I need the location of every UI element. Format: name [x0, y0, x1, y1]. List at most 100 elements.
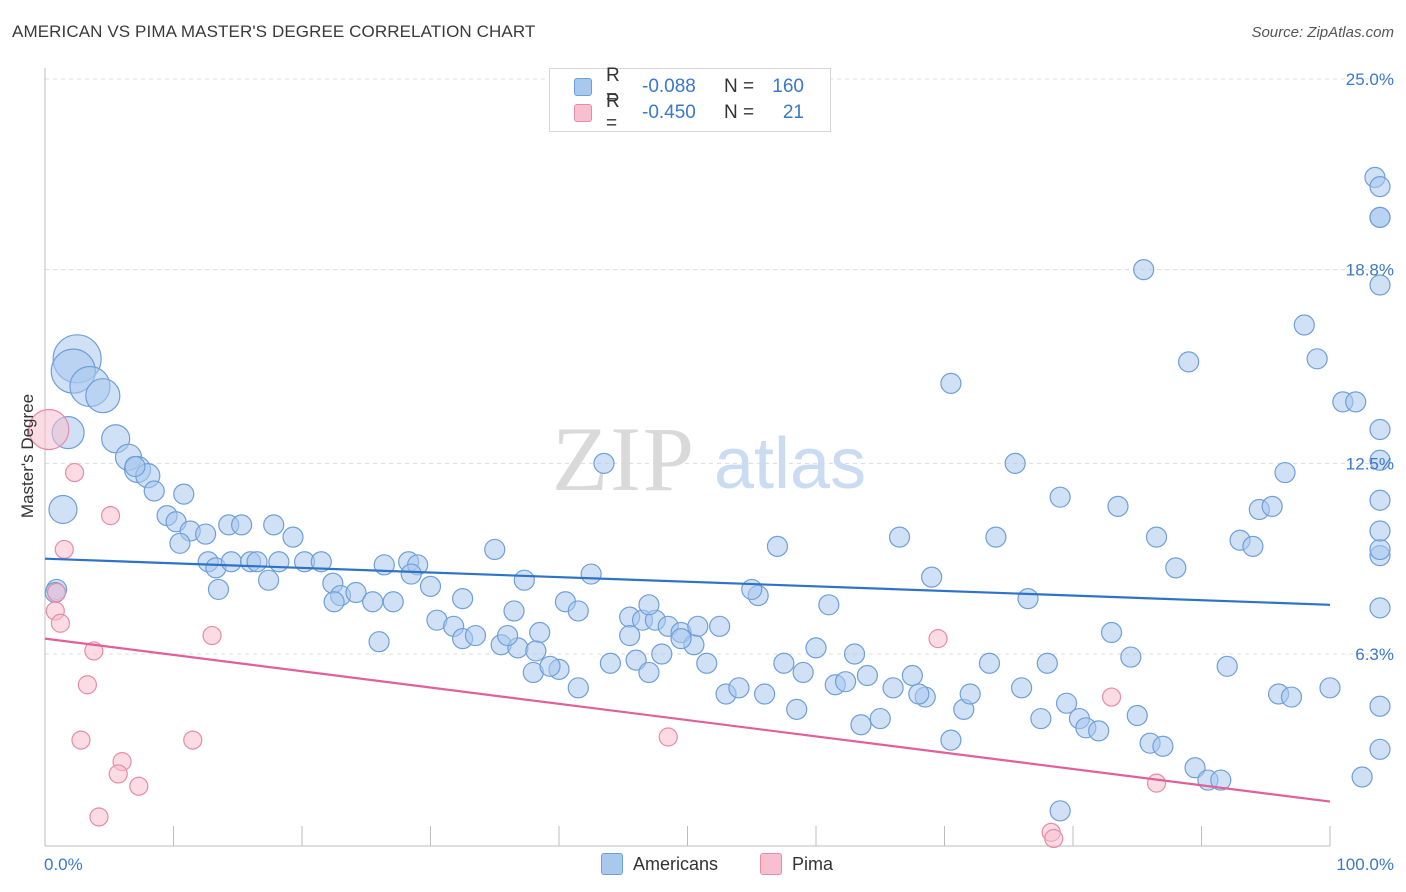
americans-point: [766, 535, 789, 557]
legend-r-value: -0.450: [642, 102, 696, 123]
americans-point: [687, 615, 709, 637]
americans-point: [1216, 655, 1238, 677]
americans-point: [978, 652, 1001, 674]
americans-point: [599, 652, 622, 674]
y-tick-label: 18.8%: [1346, 261, 1394, 280]
americans-point: [1369, 206, 1391, 228]
americans-point: [1004, 452, 1026, 474]
x-tick-label-max: 100.0%: [1336, 855, 1394, 874]
americans-point: [901, 664, 923, 687]
americans-point: [1274, 461, 1296, 484]
americans-point: [257, 569, 280, 591]
americans-point: [263, 514, 285, 536]
americans-point: [741, 578, 763, 601]
pima-point: [1101, 687, 1122, 707]
americans-point: [400, 563, 422, 585]
americans-point: [1369, 274, 1391, 296]
pima-point: [71, 730, 91, 750]
americans-point: [856, 664, 879, 687]
americans-point: [1210, 769, 1232, 791]
watermark: ZIP atlas: [552, 408, 866, 510]
y-axis-label: Master's Degree: [18, 394, 37, 518]
americans-point: [1369, 489, 1391, 511]
bottom-legend-americans: Americans: [601, 852, 718, 876]
americans-point: [638, 661, 660, 684]
americans-point: [1133, 259, 1155, 281]
americans-point: [1369, 695, 1391, 717]
americans-point: [940, 372, 962, 395]
americans-point: [484, 538, 506, 561]
bottom-legend-pima: Pima: [760, 852, 833, 876]
americans-point: [786, 698, 808, 720]
series-pima: [28, 408, 1167, 849]
americans-point: [1030, 707, 1052, 730]
americans-point: [888, 526, 911, 548]
americans-point: [1306, 348, 1328, 370]
americans-point: [1369, 449, 1391, 471]
americans-point: [345, 581, 367, 604]
americans-point: [580, 563, 602, 585]
americans-point: [1369, 597, 1391, 619]
americans-point: [792, 661, 814, 684]
legend-r-label: R =: [606, 65, 620, 108]
legend-swatch-pima: [574, 104, 592, 122]
americans-point: [1369, 520, 1391, 542]
legend: R = -0.088 N = 160 R = -0.450 N = 21: [549, 65, 831, 134]
americans-point: [1178, 351, 1200, 373]
pima-point: [1146, 773, 1167, 793]
americans-point: [1242, 535, 1264, 557]
americans-point: [908, 683, 930, 705]
americans-point: [850, 714, 872, 736]
americans-point: [1319, 677, 1341, 699]
pima-point: [1044, 828, 1064, 849]
americans-point: [1351, 766, 1373, 788]
bottom-legend-label-americans: Americans: [633, 853, 719, 874]
bottom-legend-label-pima: Pima: [792, 853, 834, 874]
americans-point: [728, 677, 750, 699]
americans-point: [670, 628, 692, 650]
y-tick-label: 6.3%: [1355, 645, 1394, 664]
americans-point: [220, 551, 242, 573]
americans-point: [513, 569, 535, 591]
americans-point: [638, 594, 660, 616]
americans-point: [619, 624, 641, 647]
americans-point: [1055, 692, 1078, 714]
americans-point: [1088, 720, 1110, 742]
americans-point: [452, 588, 474, 610]
americans-point: [625, 649, 647, 671]
americans-point: [195, 523, 217, 545]
americans-point: [1036, 652, 1058, 674]
americans-point: [921, 566, 943, 588]
americans-point: [709, 615, 731, 637]
legend-r-value: -0.088: [642, 76, 696, 97]
watermark-atlas: atlas: [714, 424, 866, 504]
pima-point: [129, 776, 149, 796]
pima-point: [183, 730, 203, 750]
americans-point: [124, 455, 146, 478]
americans-point: [207, 578, 230, 601]
pima-point: [202, 625, 222, 646]
americans-point: [1261, 495, 1283, 518]
americans-point: [48, 494, 78, 525]
americans-point: [985, 526, 1007, 548]
americans-point: [1369, 176, 1391, 198]
pima-point: [64, 462, 85, 483]
pima-point: [54, 539, 74, 560]
americans-point: [419, 575, 442, 597]
americans-point: [651, 643, 673, 665]
americans-point: [310, 551, 332, 573]
pima-point: [77, 675, 98, 695]
americans-point: [567, 600, 589, 622]
series-americans: [44, 166, 1391, 822]
americans-point: [539, 655, 561, 677]
americans-point: [1049, 486, 1071, 508]
pima-point: [658, 727, 678, 747]
legend-n-label: N =: [724, 102, 755, 123]
americans-point: [869, 707, 891, 730]
americans-point: [1165, 557, 1187, 579]
pima-point: [100, 506, 121, 526]
americans-point: [231, 514, 253, 536]
bottom-legend-swatch-pima: [760, 853, 782, 875]
americans-point: [525, 640, 547, 662]
americans-point: [959, 683, 981, 705]
